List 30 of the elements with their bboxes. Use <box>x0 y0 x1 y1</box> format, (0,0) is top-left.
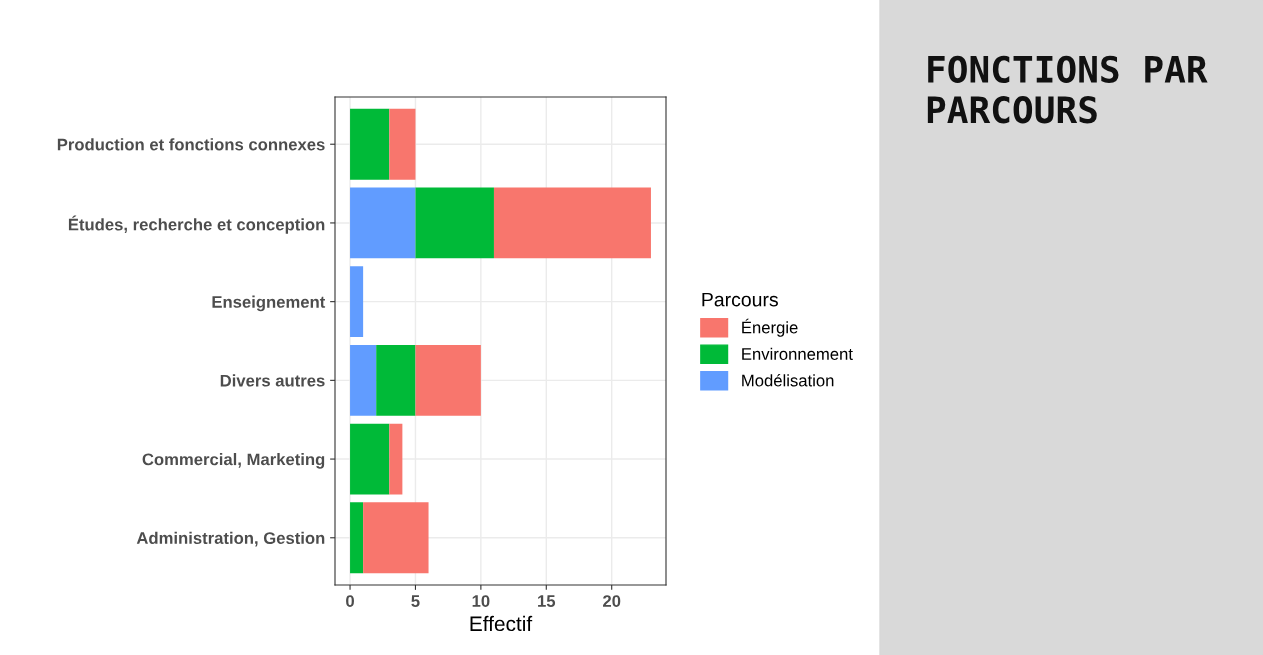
legend-label: Modélisation <box>742 374 834 387</box>
y-tick-label: Production et fonctions connexes <box>57 138 325 151</box>
x-tick-label: 20 <box>603 595 621 607</box>
bar <box>415 187 494 259</box>
y-tick-label: Divers autres <box>220 374 325 387</box>
bar <box>350 423 390 495</box>
bar <box>376 344 416 416</box>
bar <box>389 108 416 180</box>
x-tick-label: 5 <box>411 595 420 607</box>
x-tick-label: 0 <box>346 595 354 607</box>
bar <box>389 423 403 495</box>
y-tick-label: Enseignement <box>212 295 326 312</box>
bar <box>350 266 364 338</box>
y-tick-label: Administration, Gestion <box>136 531 325 547</box>
bar <box>363 502 429 574</box>
text: FONCTIONS PAR PARCOURS <box>927 55 1208 124</box>
bar <box>350 344 377 416</box>
legend-label: Énergie <box>742 318 798 337</box>
y-tick-label: Commercial, Marketing <box>142 453 325 469</box>
bar <box>415 344 481 416</box>
bar <box>350 187 416 259</box>
x-tick-label: 15 <box>538 595 556 607</box>
bar <box>350 108 390 180</box>
legend-label: Environnement <box>742 347 853 360</box>
x-axis-title: Effectif <box>470 615 533 632</box>
y-tick-label: Études, recherche et conception <box>68 215 325 234</box>
bar <box>350 502 364 574</box>
bar <box>493 187 651 259</box>
x-tick-label: 10 <box>472 595 490 607</box>
legend-title: Parcours <box>702 292 778 307</box>
